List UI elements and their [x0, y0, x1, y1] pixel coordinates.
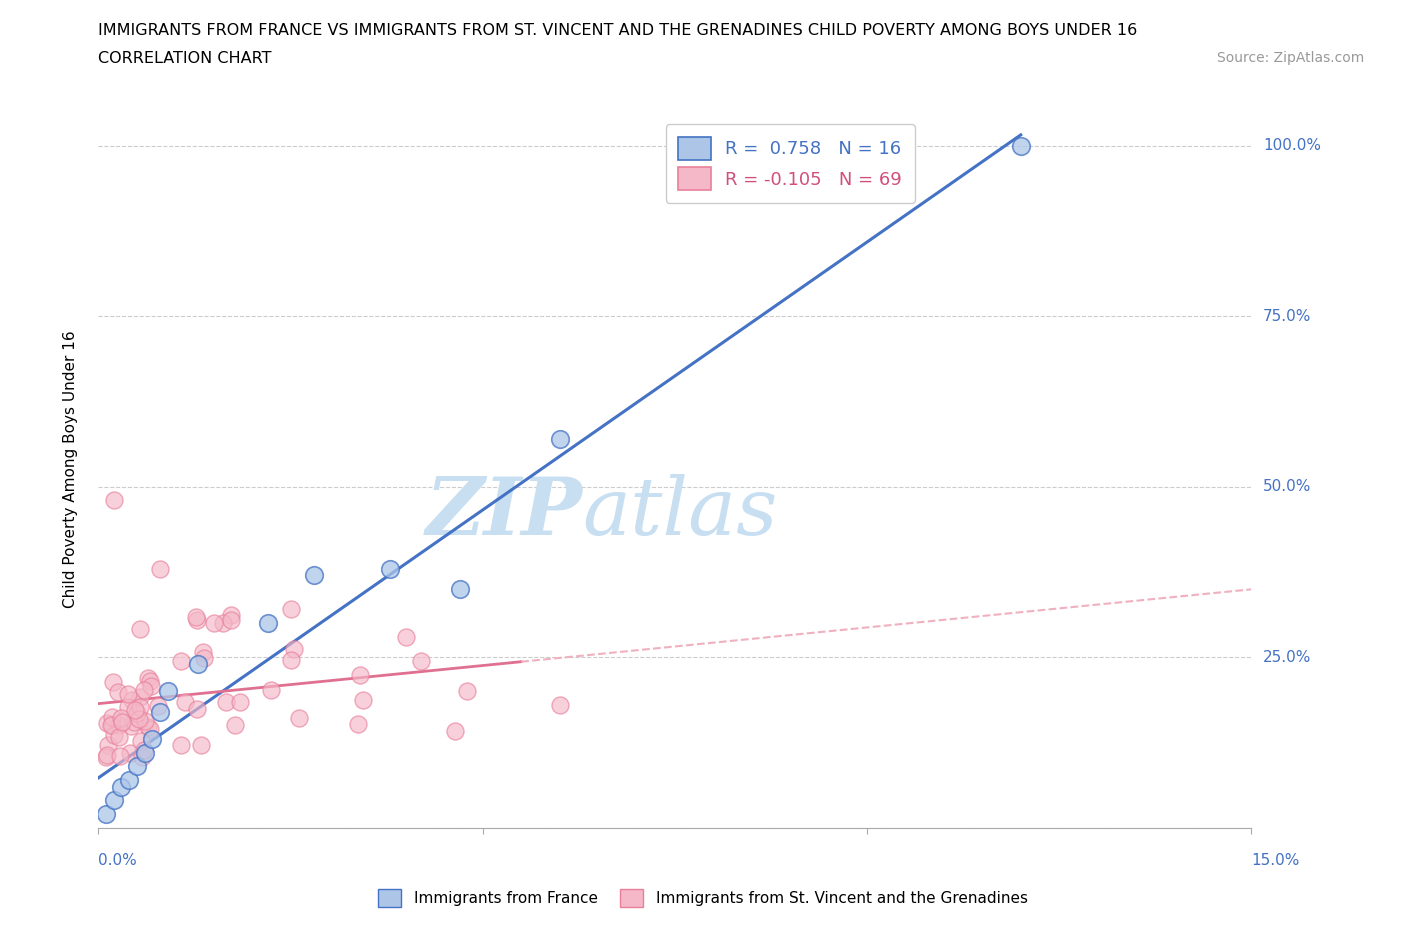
Point: [444, 724, 467, 738]
Point: [349, 668, 371, 683]
Text: atlas: atlas: [582, 474, 778, 551]
Point: [101, 710, 124, 724]
Legend: Immigrants from France, Immigrants from St. Vincent and the Grenadines: Immigrants from France, Immigrants from …: [373, 884, 1033, 913]
Point: [125, 705, 148, 720]
Point: [186, 609, 208, 624]
Point: [193, 644, 215, 659]
Point: [256, 616, 278, 631]
Point: [214, 695, 236, 710]
Point: [193, 651, 215, 666]
Point: [103, 793, 125, 808]
Point: [128, 711, 150, 726]
Point: [170, 654, 193, 669]
Point: [107, 684, 129, 699]
Point: [94, 806, 117, 821]
Point: [449, 581, 471, 596]
Point: [280, 602, 302, 617]
Point: [219, 608, 242, 623]
Point: [138, 722, 160, 737]
Point: [110, 779, 132, 794]
Point: [108, 717, 131, 732]
Point: [224, 718, 246, 733]
Point: [124, 702, 146, 717]
Text: Source: ZipAtlas.com: Source: ZipAtlas.com: [1216, 51, 1364, 65]
Point: [138, 719, 160, 734]
Point: [202, 616, 225, 631]
Point: [103, 493, 125, 508]
Point: [96, 750, 118, 764]
Point: [190, 738, 212, 753]
Point: [129, 699, 152, 714]
Point: [347, 716, 370, 731]
Point: [110, 748, 132, 763]
Point: [149, 704, 172, 719]
Point: [120, 719, 142, 734]
Point: [149, 561, 172, 576]
Point: [283, 642, 305, 657]
Point: [1010, 139, 1032, 153]
Point: [117, 700, 139, 715]
Point: [229, 695, 252, 710]
Point: [110, 711, 132, 725]
Point: [136, 671, 159, 685]
Point: [117, 686, 139, 701]
Point: [170, 737, 193, 752]
Text: 50.0%: 50.0%: [1263, 479, 1312, 494]
Point: [120, 745, 142, 760]
Point: [395, 630, 418, 644]
Point: [352, 693, 374, 708]
Text: IMMIGRANTS FROM FRANCE VS IMMIGRANTS FROM ST. VINCENT AND THE GRENADINES CHILD P: IMMIGRANTS FROM FRANCE VS IMMIGRANTS FRO…: [98, 23, 1137, 38]
Point: [456, 684, 478, 698]
Point: [380, 561, 402, 576]
Point: [141, 679, 163, 694]
Point: [548, 432, 571, 446]
Text: ZIP: ZIP: [426, 474, 582, 551]
Point: [260, 683, 283, 698]
Point: [134, 683, 156, 698]
Point: [134, 745, 156, 760]
Point: [187, 657, 209, 671]
Point: [302, 568, 325, 583]
Point: [141, 732, 163, 747]
Point: [548, 698, 571, 712]
Point: [129, 689, 152, 704]
Text: 0.0%: 0.0%: [98, 853, 138, 868]
Point: [134, 714, 156, 729]
Point: [108, 729, 131, 744]
Point: [219, 613, 242, 628]
Text: 25.0%: 25.0%: [1263, 650, 1312, 665]
Point: [156, 684, 179, 698]
Point: [96, 715, 118, 730]
Point: [411, 654, 433, 669]
Point: [212, 616, 235, 631]
Point: [173, 695, 195, 710]
Point: [110, 714, 132, 729]
Point: [121, 692, 143, 707]
Point: [125, 759, 148, 774]
Point: [103, 674, 125, 689]
Legend: R =  0.758   N = 16, R = -0.105   N = 69: R = 0.758 N = 16, R = -0.105 N = 69: [665, 125, 915, 203]
Point: [97, 737, 120, 752]
Text: 100.0%: 100.0%: [1263, 139, 1320, 153]
Text: CORRELATION CHART: CORRELATION CHART: [98, 51, 271, 66]
Point: [288, 711, 311, 725]
Point: [118, 773, 141, 788]
Point: [100, 718, 122, 733]
Point: [101, 718, 124, 733]
Text: 15.0%: 15.0%: [1251, 853, 1299, 868]
Y-axis label: Child Poverty Among Boys Under 16: Child Poverty Among Boys Under 16: [63, 331, 77, 608]
Point: [139, 673, 162, 688]
Point: [96, 748, 118, 763]
Point: [132, 743, 155, 758]
Point: [146, 698, 169, 713]
Point: [129, 621, 152, 636]
Point: [186, 702, 208, 717]
Text: 75.0%: 75.0%: [1263, 309, 1312, 324]
Point: [280, 653, 302, 668]
Point: [186, 612, 208, 627]
Point: [131, 750, 153, 764]
Point: [122, 714, 145, 729]
Point: [131, 734, 153, 749]
Point: [103, 727, 125, 742]
